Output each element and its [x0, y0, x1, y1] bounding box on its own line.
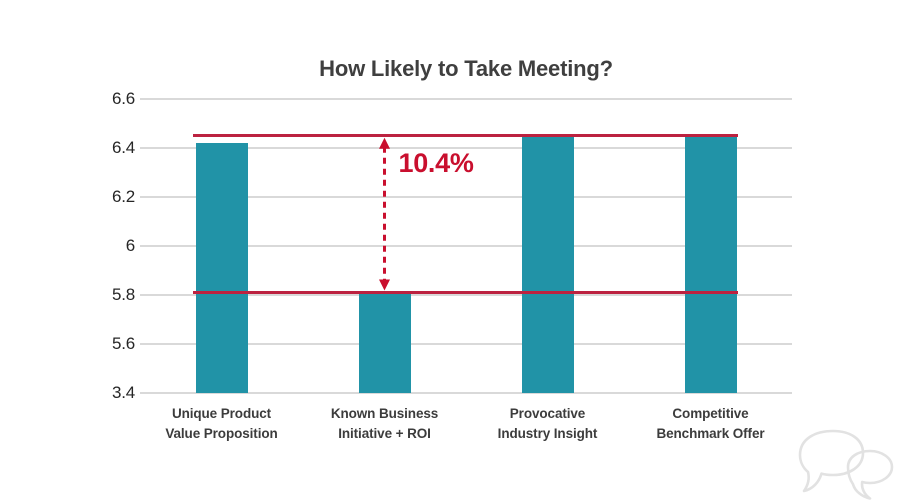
x-axis-category-label: Known Business Initiative + ROI [330, 406, 439, 442]
bar-1 [195, 143, 248, 393]
x-axis-category-label: Competitive Benchmark Offer [656, 406, 765, 442]
bar-4 [684, 135, 737, 393]
gridline [140, 392, 792, 394]
y-axis-tick-label: 5.6 [111, 334, 135, 353]
y-axis-tick-label: 6.2 [111, 187, 135, 206]
gridline [140, 196, 792, 198]
speech-bubble-right-icon [846, 449, 894, 500]
y-axis-tick-label: 3.4 [111, 383, 135, 402]
bottom-benchmark-line [192, 291, 738, 295]
gridline [140, 98, 792, 100]
speech-bubble-left-icon [798, 429, 865, 493]
bar-2 [358, 292, 411, 393]
y-axis-tick-label: 6.6 [111, 89, 135, 108]
gridline [140, 245, 792, 247]
bar-3 [521, 135, 574, 393]
y-axis-tick-label: 5.8 [111, 285, 135, 304]
x-axis-category-label: Provocative Industry Insight [497, 406, 598, 442]
chart-title: How Likely to Take Meeting? [319, 56, 613, 81]
speech-bubbles-logo [798, 429, 894, 500]
y-axis-tick-label: 6 [125, 236, 135, 255]
y-axis-tick-label: 6.4 [111, 138, 135, 157]
top-benchmark-line [192, 134, 738, 138]
gridline [140, 294, 792, 296]
gridline [140, 343, 792, 345]
difference-annotation: 10.4% [398, 147, 474, 178]
x-axis-category-label: Unique Product Value Proposition [165, 406, 278, 442]
gridline [140, 147, 792, 149]
